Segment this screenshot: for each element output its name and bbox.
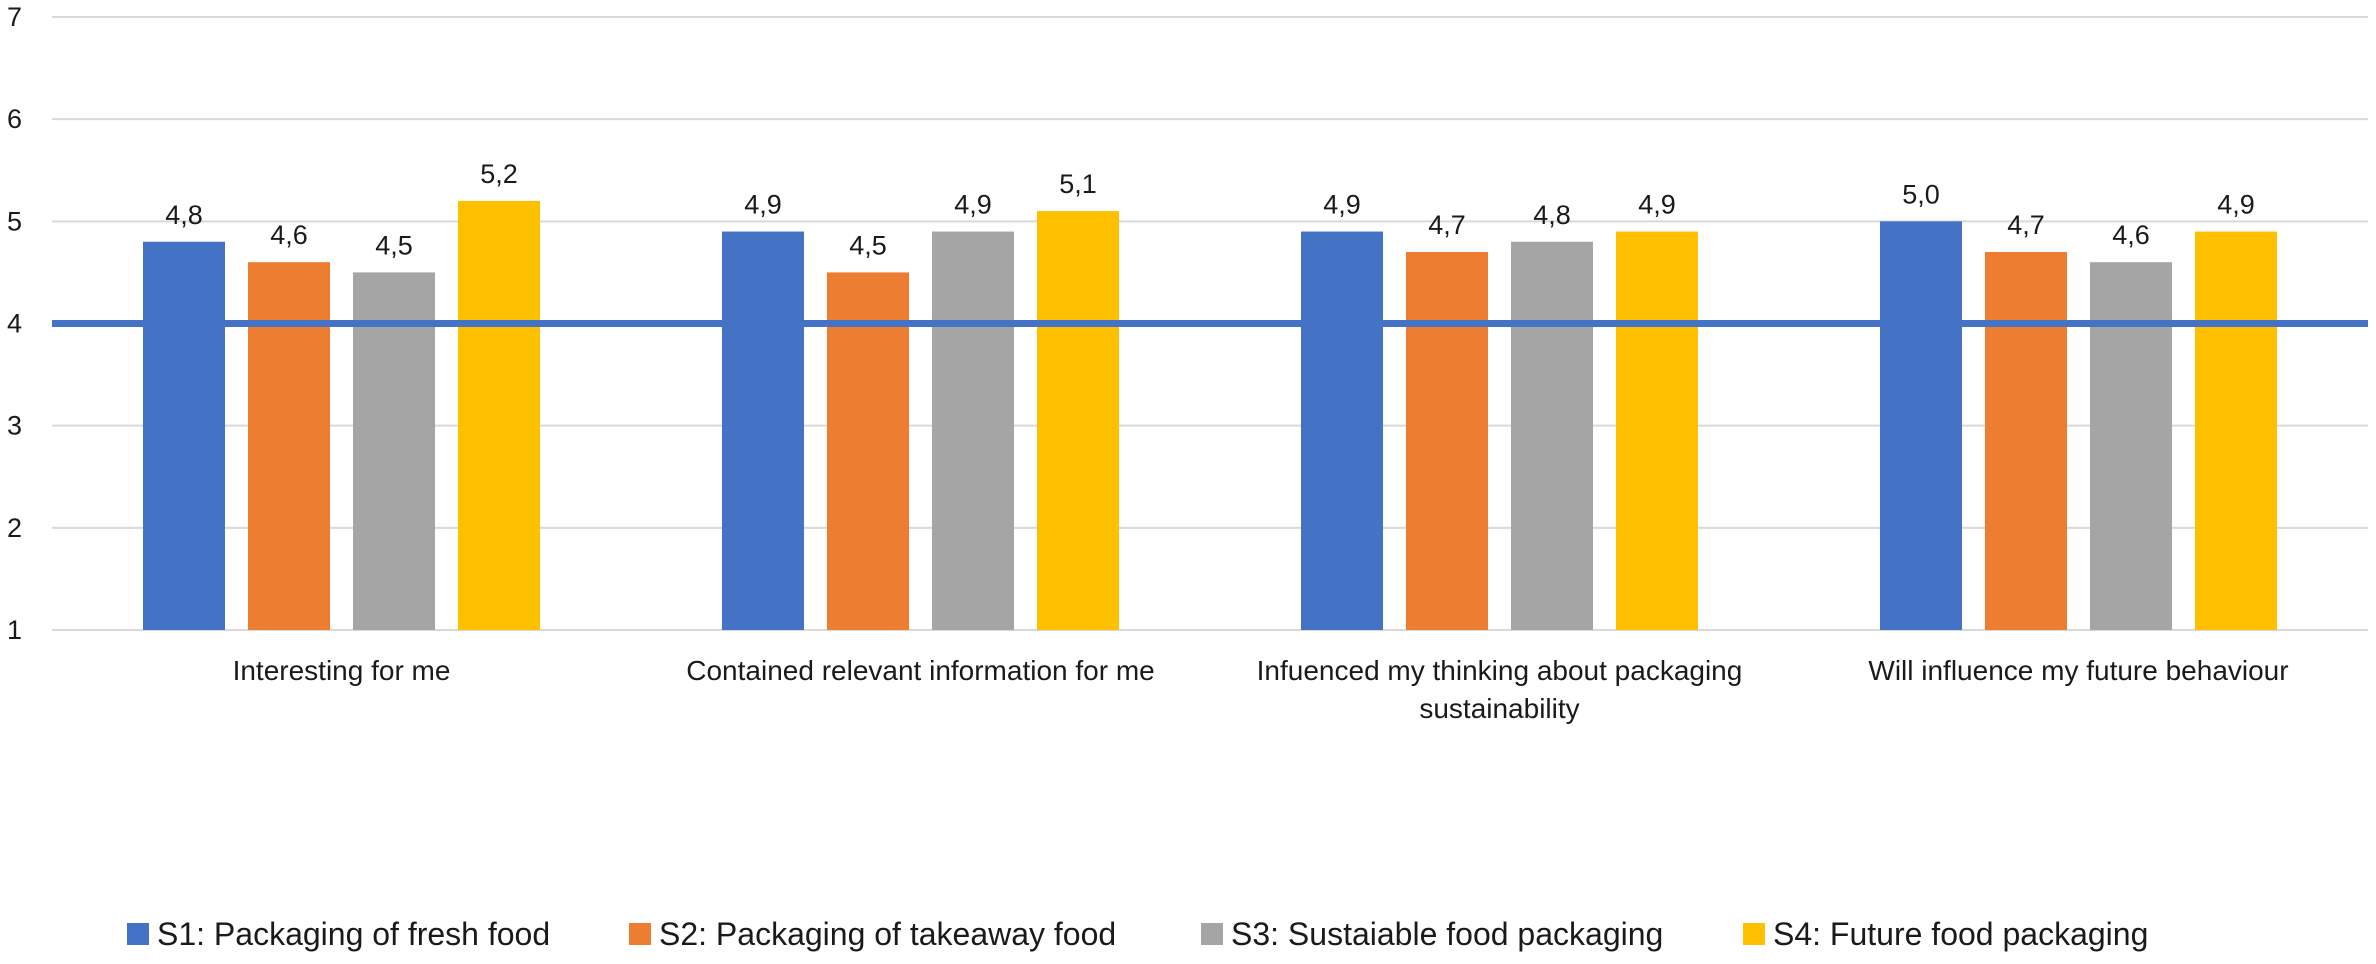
category-label: Will influence my future behaviour [1868,655,2288,686]
y-axis-ticks: 1 2 3 4 5 6 7 [7,2,22,645]
data-labels: 4,8 4,6 4,5 5,2 4,9 4,5 4,9 5,1 4,9 4,7 4,8 4,9 5,0 4… [165,159,2255,261]
category-label: Interesting for me [233,655,451,686]
data-label: 4,7 [2007,210,2045,240]
bar [1616,231,1698,631]
legend-label: S4: Future food packaging [1773,916,2148,952]
bar [1985,251,2067,630]
data-label: 5,0 [1902,179,1940,209]
data-label: 4,8 [1533,200,1571,230]
data-label: 4,5 [849,230,887,260]
data-label: 4,6 [270,220,308,250]
legend-swatch [1743,923,1765,945]
data-label: 5,1 [1059,169,1097,199]
legend-swatch [127,923,149,945]
bar [1406,251,1488,630]
legend-label: S1: Packaging of fresh food [157,916,550,952]
bar [143,241,225,630]
bar [827,272,909,630]
bar [1511,241,1593,630]
y-tick-label: 7 [7,2,22,32]
bar [1037,211,1119,630]
legend-swatch [629,923,651,945]
category-label: sustainability [1419,693,1579,724]
y-tick-label: 6 [7,104,22,134]
x-axis-categories: Interesting for me Contained relevant inf… [233,655,2289,724]
y-tick-label: 5 [7,206,22,236]
data-label: 4,8 [165,200,203,230]
data-label: 4,9 [1638,190,1676,220]
y-tick-label: 4 [7,309,22,339]
legend: S1: Packaging of fresh food S2: Packaging… [127,916,2148,952]
data-label: 4,9 [2217,190,2255,220]
data-label: 4,9 [954,190,992,220]
bar [353,272,435,630]
bar [932,231,1014,631]
category-label: Infuenced my thinking about packaging [1257,655,1743,686]
bar [722,231,804,631]
y-tick-label: 2 [7,513,22,543]
legend-swatch [1201,923,1223,945]
bar [2090,262,2172,630]
data-label: 5,2 [480,159,518,189]
bar [1301,231,1383,631]
bar [1880,221,1962,631]
bar [458,200,540,630]
bars [143,200,2277,631]
category-label: Contained relevant information for me [686,655,1154,686]
y-tick-label: 1 [7,615,22,645]
y-tick-label: 3 [7,411,22,441]
legend-label: S2: Packaging of takeaway food [659,916,1116,952]
legend-label: S3: Sustaiable food packaging [1231,916,1663,952]
bar [2195,231,2277,631]
data-label: 4,6 [2112,220,2150,250]
data-label: 4,9 [744,190,782,220]
data-label: 4,9 [1323,190,1361,220]
data-label: 4,5 [375,230,413,260]
data-label: 4,7 [1428,210,1466,240]
bar [248,262,330,630]
